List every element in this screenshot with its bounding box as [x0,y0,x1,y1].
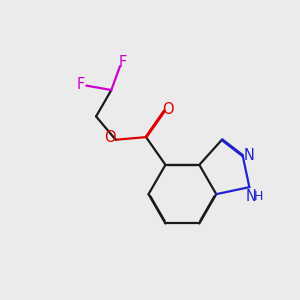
Text: O: O [162,102,174,117]
Text: H: H [254,190,263,203]
Text: N: N [245,189,256,204]
Text: F: F [77,76,85,92]
Text: N: N [244,148,255,163]
Text: F: F [119,55,127,70]
Text: O: O [105,130,116,145]
